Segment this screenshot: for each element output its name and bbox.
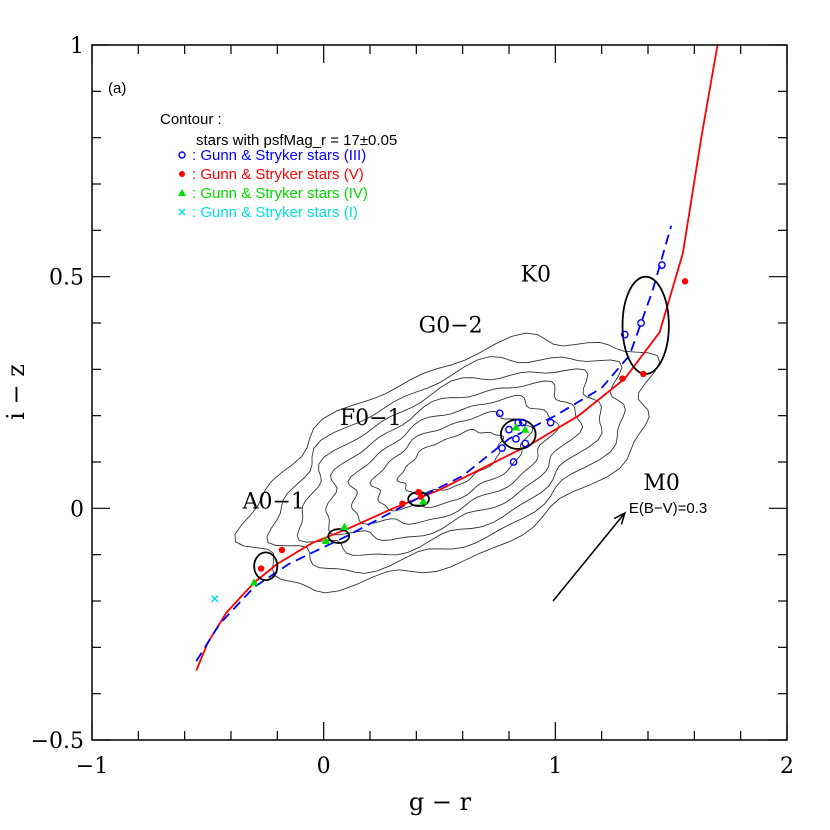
density-contour <box>266 356 626 574</box>
x-tick-label: 1 <box>548 754 562 779</box>
x-tick-label: −1 <box>76 754 108 779</box>
legend-subheading: stars with psfMag_r = 17±0.05 <box>196 132 397 149</box>
x-tick-label: 0 <box>317 754 331 779</box>
legend-entry-label: : Gunn & Stryker stars (V) <box>192 166 364 183</box>
legend-entry-label: : Gunn & Stryker stars (IV) <box>192 185 368 202</box>
reddening-label: E(B−V)=0.3 <box>629 500 707 517</box>
data-point <box>681 278 689 285</box>
reddening-vector: E(B−V)=0.3 <box>552 500 707 602</box>
density-contour <box>325 380 584 541</box>
contour-layer <box>234 332 661 594</box>
data-point <box>521 439 530 448</box>
data-point <box>514 418 523 427</box>
y-tick-label: −0.5 <box>31 729 84 754</box>
data-point <box>620 330 629 339</box>
data-point <box>399 500 406 507</box>
data-point <box>278 546 286 554</box>
data-point <box>505 425 513 434</box>
legend-heading: Contour : <box>160 111 222 128</box>
x-axis-label: g − r <box>409 788 472 816</box>
density-contour <box>296 368 603 556</box>
data-point <box>340 522 349 531</box>
data-point <box>637 319 645 327</box>
reddening-arrowhead <box>613 511 627 525</box>
density-contour <box>369 411 534 512</box>
data-point <box>419 497 428 505</box>
panel-label: (a) <box>108 80 126 97</box>
data-point <box>321 536 331 544</box>
spectral-labels: A0−1 F0−1 G0−2 K0 M0 <box>242 262 680 514</box>
data-point <box>495 409 504 418</box>
spectral-type-label: A0−1 <box>242 489 305 514</box>
spectral-type-ellipse <box>327 528 351 544</box>
plot-frame <box>91 44 788 741</box>
legend-marker <box>179 171 185 177</box>
x-tick-label: 2 <box>780 754 794 779</box>
data-point <box>619 375 626 382</box>
data-point <box>249 578 259 586</box>
legend: Contour : stars with psfMag_r = 17±0.05 … <box>160 111 397 221</box>
legend-marker <box>178 151 186 159</box>
y-tick-label: 0 <box>70 497 84 522</box>
density-contour <box>347 395 560 525</box>
data-point <box>640 370 647 378</box>
y-tick-label: 1 <box>70 34 84 59</box>
data-point <box>511 423 521 431</box>
data-point <box>546 418 555 427</box>
y-axis-label: i − z <box>2 364 30 420</box>
data-point <box>509 458 518 466</box>
legend-marker <box>178 189 186 196</box>
spectral-type-label: F0−1 <box>340 406 402 431</box>
point-layer <box>211 261 689 603</box>
spectral-type-label: G0−2 <box>419 313 483 338</box>
data-point <box>257 565 265 572</box>
data-point <box>521 425 530 433</box>
data-point <box>512 434 520 443</box>
legend-entry-label: : Gunn & Stryker stars (I) <box>192 204 358 221</box>
tick-layer: −1 0 1 2 −0.5 0 0.5 1 <box>31 34 794 779</box>
spectral-type-label: M0 <box>643 471 680 496</box>
legend-marker <box>178 208 186 216</box>
density-contour <box>234 332 661 594</box>
data-point <box>658 261 666 269</box>
y-tick-label: 0.5 <box>49 266 84 291</box>
legend-entry-label: : Gunn & Stryker stars (III) <box>192 147 366 164</box>
data-point <box>519 418 527 427</box>
data-point <box>211 594 219 603</box>
spectral-type-label: K0 <box>521 262 551 287</box>
data-point <box>415 488 422 496</box>
data-point <box>498 444 506 452</box>
legend-entries: : Gunn & Stryker stars (III) : Gunn & Str… <box>178 147 368 221</box>
reddening-arrow <box>552 512 626 602</box>
spectral-type-ellipse <box>253 551 279 582</box>
